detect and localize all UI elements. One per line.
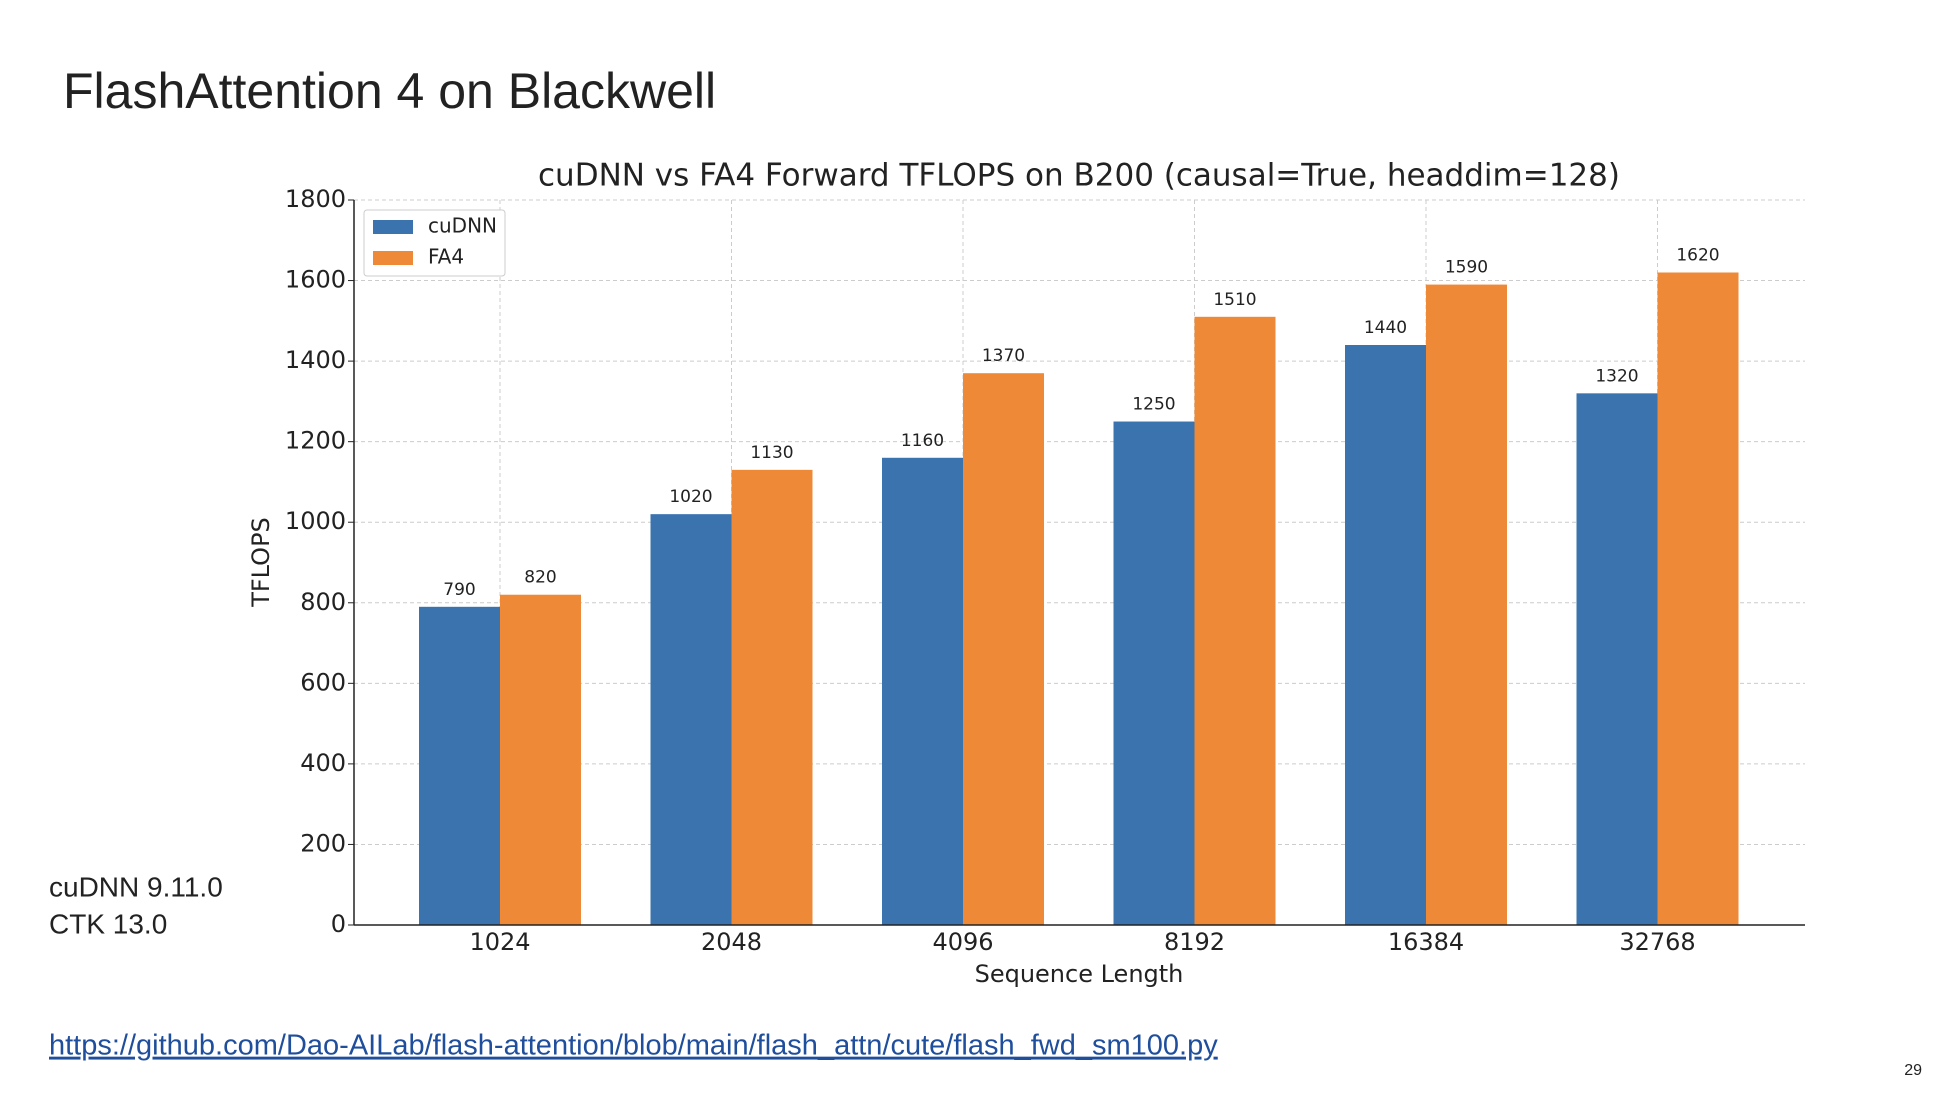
bar (1113, 421, 1195, 925)
x-tick-label: 1024 (469, 928, 530, 956)
data-label: 1020 (669, 487, 712, 507)
legend-label: FA4 (428, 245, 464, 269)
page-number: 29 (1904, 1062, 1922, 1079)
note: cuDNN 9.11.0 (49, 871, 223, 902)
x-tick-label: 16384 (1388, 928, 1464, 956)
bar (731, 469, 813, 925)
data-label: 1620 (1676, 246, 1719, 266)
y-tick-label: 1400 (285, 346, 346, 374)
y-tick-label: 1000 (285, 507, 346, 535)
bar (1657, 272, 1739, 925)
bar (419, 606, 500, 925)
y-tick-label: 800 (300, 588, 346, 616)
y-tick-label: 1200 (285, 427, 346, 455)
bar (963, 373, 1044, 925)
data-label: 1250 (1132, 395, 1175, 415)
bar (1194, 316, 1276, 925)
note: CTK 13.0 (49, 908, 167, 939)
x-tick-label: 8192 (1164, 928, 1225, 956)
data-label: 790 (443, 580, 475, 600)
data-label: 1370 (982, 346, 1025, 366)
data-label: 1590 (1445, 258, 1488, 278)
bar (1426, 284, 1507, 925)
x-tick-label: 4096 (932, 928, 993, 956)
data-label: 1160 (901, 431, 944, 451)
y-tick-label: 200 (300, 829, 346, 857)
bar (1345, 345, 1426, 925)
chart-title: cuDNN vs FA4 Forward TFLOPS on B200 (cau… (538, 158, 1620, 194)
y-tick-label: 400 (300, 749, 346, 777)
legend-label: cuDNN (428, 214, 497, 238)
data-label: 1130 (750, 443, 793, 463)
data-label: 1320 (1595, 366, 1638, 386)
x-tick-label: 32768 (1619, 928, 1695, 956)
bar (650, 514, 732, 925)
data-label: 1440 (1364, 318, 1407, 338)
legend-swatch (373, 220, 413, 234)
y-tick-label: 1600 (285, 266, 346, 294)
y-tick-label: 1800 (285, 185, 346, 213)
slide-title: FlashAttention 4 on Blackwell (63, 63, 716, 119)
y-axis-label: TFLOPS (247, 517, 275, 608)
x-axis-label: Sequence Length (975, 960, 1184, 988)
data-label: 820 (524, 568, 556, 588)
legend-swatch (373, 251, 413, 265)
bar (500, 594, 581, 925)
bar (882, 457, 963, 925)
x-tick-label: 2048 (701, 928, 762, 956)
y-tick-label: 600 (300, 668, 346, 696)
bar (1576, 393, 1658, 925)
link[interactable]: https://github.com/Dao-AILab/flash-atten… (49, 1030, 1218, 1062)
y-tick-label: 0 (331, 910, 346, 938)
data-label: 1510 (1213, 290, 1256, 310)
